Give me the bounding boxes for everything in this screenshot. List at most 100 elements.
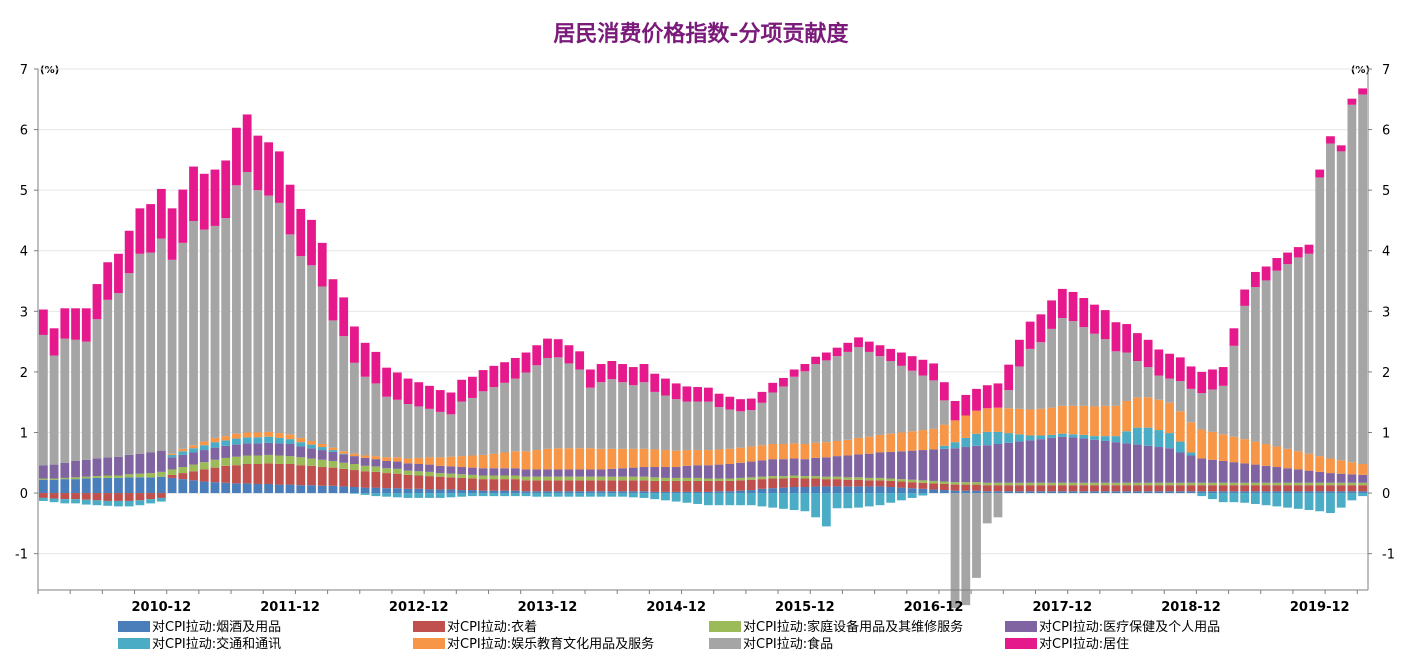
bar-segment — [489, 366, 498, 387]
bar-segment — [983, 485, 992, 491]
legend-label: 对CPI拉动:居住 — [1039, 637, 1129, 652]
bar-segment — [983, 483, 992, 485]
bar-segment — [296, 465, 305, 485]
bar-segment — [447, 414, 456, 456]
bar-segment — [125, 501, 134, 506]
bar-segment — [972, 493, 981, 578]
bar-segment — [71, 493, 80, 499]
bar-segment — [82, 342, 91, 460]
bar-segment — [597, 477, 606, 481]
bar-segment — [940, 382, 949, 400]
bar-segment — [275, 203, 284, 433]
bar-segment — [715, 481, 724, 491]
bar-segment — [286, 456, 295, 464]
bar-segment — [1079, 483, 1088, 485]
bar-segment — [1101, 485, 1110, 491]
bar-segment — [1208, 491, 1217, 493]
bar-segment — [865, 342, 874, 352]
bar-segment — [1015, 340, 1024, 367]
bar-segment — [1358, 493, 1367, 496]
bar-segment — [801, 364, 810, 371]
bar-segment — [1165, 448, 1174, 483]
bar-segment — [275, 438, 284, 443]
bar-segment — [951, 442, 960, 448]
bar-segment — [457, 474, 466, 478]
bar-segment — [1090, 491, 1099, 493]
bar-segment — [457, 490, 466, 493]
bar-segment — [736, 480, 745, 490]
bar-segment — [961, 416, 970, 438]
bar-segment — [1122, 353, 1131, 401]
bar-segment — [318, 450, 327, 460]
bar-segment — [114, 476, 123, 478]
bar-segment — [339, 454, 348, 462]
y-tick-label-right: 0 — [1382, 487, 1390, 502]
bar-segment — [565, 477, 574, 481]
bar-segment — [1036, 439, 1045, 483]
bar-segment — [318, 467, 327, 486]
bar-segment — [1187, 366, 1196, 388]
bar-segment — [618, 364, 627, 382]
legend-label: 对CPI拉动:食品 — [743, 636, 833, 652]
bar-segment — [361, 343, 370, 377]
bar-segment — [843, 440, 852, 456]
bar-segment — [1305, 471, 1314, 483]
bar-segment — [683, 493, 692, 503]
bar-segment — [136, 493, 145, 500]
bar-segment — [876, 345, 885, 356]
bar-segment — [93, 459, 102, 477]
bar-segment — [1079, 485, 1088, 491]
bar-segment — [1251, 483, 1260, 485]
bar-segment — [243, 432, 252, 437]
bar-segment — [1305, 491, 1314, 493]
bar-segment — [221, 458, 230, 466]
bar-segment — [522, 493, 531, 496]
bar-segment — [1112, 322, 1121, 351]
bar-segment — [1272, 446, 1281, 467]
bar-segment — [1294, 491, 1303, 493]
bar-segment — [1348, 491, 1357, 493]
bar-segment — [683, 386, 692, 401]
bar-segment — [704, 492, 713, 493]
bar-segment — [329, 279, 338, 320]
bar-segment — [876, 435, 885, 453]
bar-segment — [1047, 300, 1056, 328]
bar-segment — [307, 265, 316, 441]
bar-segment — [607, 493, 616, 497]
bar-segment — [350, 487, 359, 493]
bar-segment — [1036, 436, 1045, 440]
bar-segment — [672, 481, 681, 492]
bar-segment — [50, 493, 59, 498]
bar-segment — [157, 451, 166, 472]
bar-segment — [318, 447, 327, 450]
bar-segment — [1026, 485, 1035, 491]
bar-segment — [404, 489, 413, 493]
bar-segment — [71, 479, 80, 493]
bar-segment — [1144, 367, 1153, 397]
bar-segment — [704, 450, 713, 465]
bar-segment — [125, 477, 134, 493]
bar-segment — [1230, 346, 1239, 437]
bar-segment — [60, 339, 69, 463]
bar-segment — [1176, 491, 1185, 493]
bar-segment — [1197, 491, 1206, 493]
bar-segment — [404, 471, 413, 475]
bar-segment — [972, 485, 981, 491]
bar-segment — [1251, 442, 1260, 465]
bar-segment — [329, 448, 338, 450]
bar-segment — [994, 432, 1003, 444]
bar-segment — [704, 493, 713, 505]
bar-segment — [1208, 432, 1217, 460]
bar-segment — [833, 477, 842, 479]
bar-segment — [607, 379, 616, 449]
bar-segment — [629, 367, 638, 385]
bar-segment — [1358, 491, 1367, 493]
bar-segment — [1187, 389, 1196, 422]
bar-segment — [683, 481, 692, 492]
bar-segment — [1069, 437, 1078, 482]
bar-segment — [1112, 406, 1121, 436]
bar-segment — [1101, 339, 1110, 406]
bar-segment — [425, 489, 434, 493]
bar-segment — [801, 371, 810, 444]
bar-segment — [243, 483, 252, 493]
